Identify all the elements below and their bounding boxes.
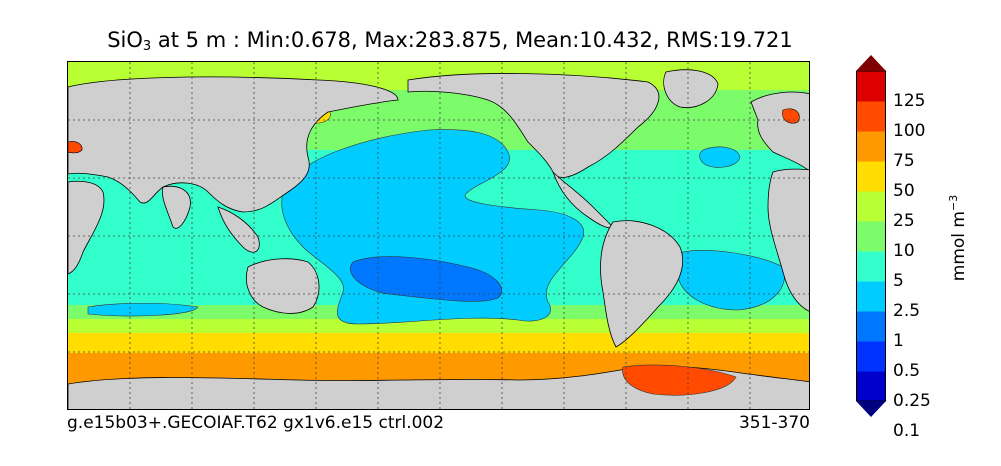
silicate-map	[68, 62, 809, 409]
colorbar-bottom-arrow	[856, 401, 886, 417]
land-india	[161, 185, 191, 229]
land-africa-east	[767, 168, 809, 312]
land-africa	[68, 180, 105, 275]
colorbar-tick-label: 25	[893, 211, 915, 231]
colorbar-segment	[856, 71, 886, 102]
colorbar-tick-label: 50	[893, 181, 915, 201]
colorbar-tick-label: 10	[893, 241, 915, 261]
land-australia	[246, 258, 320, 314]
colorbar-tick-label: 2.5	[893, 301, 921, 321]
weddell-sea-high	[622, 364, 737, 396]
colorbar-segment	[856, 281, 886, 312]
colorbar-tick-label: 100	[893, 121, 926, 141]
colorbar-segment	[856, 131, 886, 162]
black-sea-high	[68, 141, 83, 154]
colorbar-segment	[856, 341, 886, 372]
colorbar-tick-label: 1	[893, 331, 904, 351]
colorbar-tick-label: 75	[893, 151, 915, 171]
map-gridlines	[68, 62, 809, 409]
ocean-band-south-lime	[68, 319, 809, 333]
colorbar-segment	[856, 161, 886, 192]
years-caption: 351-370	[738, 413, 810, 433]
case-name-caption: g.e15b03+.GECOIAF.T62 gx1v6.e15 ctrl.002	[67, 413, 445, 433]
colorbar	[856, 55, 886, 417]
land-south-america	[600, 220, 684, 348]
colorbar-segment	[856, 251, 886, 282]
atlantic-north-patch	[699, 146, 741, 168]
colorbar-tick-label: 0.25	[893, 391, 931, 411]
land-north-america	[407, 73, 660, 178]
colorbar-segment	[856, 101, 886, 132]
colorbar-top-arrow	[856, 55, 886, 71]
map-panel	[67, 61, 810, 410]
map-title: SiO3 at 5 m : Min:0.678, Max:283.875, Me…	[107, 28, 793, 54]
colorbar-tick-label: 0.1	[893, 421, 921, 441]
indian-south-patch	[87, 302, 199, 317]
land-eurasia	[68, 76, 399, 213]
pacific-south-gyre	[350, 256, 503, 302]
baltic-high	[782, 108, 800, 124]
colorbar-segment	[856, 371, 886, 402]
colorbar-tick-label: 0.5	[893, 361, 921, 381]
ocean-band-south-yellow	[68, 333, 809, 353]
colorbar-units-label: mmol m−3	[947, 194, 969, 282]
colorbar-segment	[856, 191, 886, 222]
colorbar-segment	[856, 311, 886, 342]
colorbar-tick-label: 125	[893, 91, 926, 111]
colorbar-tick-label: 5	[893, 271, 904, 291]
land-se-asia	[217, 206, 260, 253]
colorbar-segment	[856, 221, 886, 252]
land-greenland	[663, 69, 719, 108]
